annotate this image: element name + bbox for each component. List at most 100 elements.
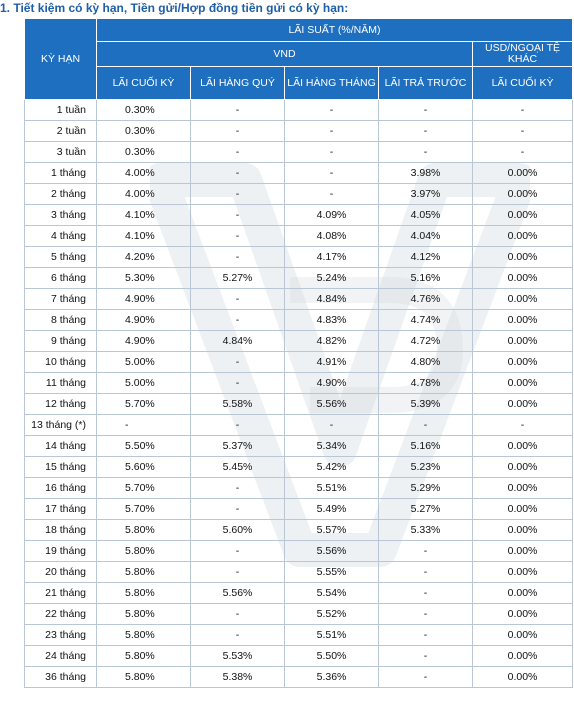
rate-cell: 0.00% (471, 540, 574, 562)
rate-cell: 5.23% (378, 456, 473, 478)
term-cell: 3 tháng (24, 204, 97, 226)
column-header: LÃI HÀNG QUÝ (190, 66, 285, 100)
rate-cell: - (190, 498, 285, 520)
term-cell: 3 tuần (24, 141, 97, 163)
table-row: 5 tháng 4.20% -4.17% 4.12% 0.00% (24, 246, 574, 268)
rate-cell: 4.00% (96, 162, 191, 184)
term-cell: 21 tháng (24, 582, 97, 604)
rate-cell: 4.78% (378, 372, 473, 394)
table-row: 20 tháng 5.80% -5.55% -0.00% (24, 561, 574, 583)
rate-cell: - (190, 288, 285, 310)
rate-cell: - (378, 624, 473, 646)
rate-cell: 0.00% (471, 267, 574, 289)
rate-cell: - (378, 582, 473, 604)
rate-group-header: LÃI SUẤT (%/NĂM) (95, 18, 574, 42)
rate-cell: 5.56% (284, 393, 379, 415)
rate-cell: - (284, 120, 379, 142)
term-cell: 20 tháng (24, 561, 97, 583)
rate-cell: 5.70% (96, 498, 191, 520)
term-cell: 24 tháng (24, 645, 97, 667)
rate-cell: 0.00% (471, 435, 574, 457)
rate-cell: - (471, 120, 574, 142)
rate-cell: 4.90% (96, 330, 191, 352)
rate-cell: - (471, 141, 574, 163)
rate-cell: 0.30% (96, 120, 191, 142)
column-header: LÃI CUỐI KỲ (96, 66, 191, 100)
rate-cell: 5.29% (378, 477, 473, 499)
rate-cell: 5.45% (190, 456, 285, 478)
rate-cell: 5.80% (96, 519, 191, 541)
rate-cell: - (378, 99, 473, 121)
rate-cell: 0.00% (471, 666, 574, 688)
rate-cell: 4.05% (378, 204, 473, 226)
column-header: LÃI TRẢ TRƯỚC (378, 66, 473, 100)
rate-cell: 5.80% (96, 561, 191, 583)
rate-cell: 5.58% (190, 393, 285, 415)
term-cell: 19 tháng (24, 540, 97, 562)
term-cell: 9 tháng (24, 330, 97, 352)
rate-cell: 0.00% (471, 330, 574, 352)
table-row: 22 tháng 5.80% -5.52% -0.00% (24, 603, 574, 625)
rate-cell: 5.80% (96, 540, 191, 562)
rate-cell: - (284, 183, 379, 205)
rate-cell: 5.55% (284, 561, 379, 583)
table-row: 15 tháng 5.60% 5.45% 5.42% 5.23% 0.00% (24, 456, 574, 478)
rate-cell: 5.80% (96, 582, 191, 604)
rate-cell: 0.00% (471, 582, 574, 604)
rate-cell: 5.27% (378, 498, 473, 520)
term-cell: 8 tháng (24, 309, 97, 331)
rate-cell: 0.00% (471, 225, 574, 247)
interest-rate-table: KỲ HẠN LÃI SUẤT (%/NĂM) VND USD/NGOẠI TỆ… (24, 18, 574, 688)
term-cell: 22 tháng (24, 603, 97, 625)
table-row: 9 tháng 4.90% 4.84% 4.82% 4.72% 0.00% (24, 330, 574, 352)
table-row: 4 tháng 4.10% -4.08% 4.04% 0.00% (24, 225, 574, 247)
term-cell: 1 tuần (24, 99, 97, 121)
rate-cell: 5.16% (378, 267, 473, 289)
rate-cell: 0.00% (471, 372, 574, 394)
table-row: 1 tuần 0.30% - - - - (24, 99, 574, 121)
rate-cell: 4.09% (284, 204, 379, 226)
term-cell: 23 tháng (24, 624, 97, 646)
table-row: 23 tháng 5.80% -5.51% -0.00% (24, 624, 574, 646)
rate-cell: 4.84% (284, 288, 379, 310)
rate-cell: 0.30% (96, 141, 191, 163)
rate-cell: 4.04% (378, 225, 473, 247)
rate-cell: 5.51% (284, 477, 379, 499)
rate-cell: 5.39% (378, 393, 473, 415)
rate-cell: - (190, 204, 285, 226)
term-cell: 7 tháng (24, 288, 97, 310)
term-cell: 18 tháng (24, 519, 97, 541)
rate-cell: 4.10% (96, 204, 191, 226)
rate-cell: - (190, 309, 285, 331)
rate-cell: 4.76% (378, 288, 473, 310)
term-column-header: KỲ HẠN (24, 18, 97, 100)
rate-cell: - (284, 99, 379, 121)
rate-cell: 5.80% (96, 624, 191, 646)
rate-cell: 4.12% (378, 246, 473, 268)
table-row: 17 tháng 5.70% -5.49% 5.27% 0.00% (24, 498, 574, 520)
rate-cell: 5.27% (190, 267, 285, 289)
rate-cell: 0.00% (471, 393, 574, 415)
rate-cell: 5.24% (284, 267, 379, 289)
rate-cell: - (378, 561, 473, 583)
table-row: 16 tháng 5.70% -5.51% 5.29% 0.00% (24, 477, 574, 499)
rate-cell: - (471, 99, 574, 121)
rate-cell: 0.00% (471, 351, 574, 373)
rate-cell: 4.72% (378, 330, 473, 352)
term-cell: 14 tháng (24, 435, 97, 457)
rate-cell: - (378, 603, 473, 625)
rate-cell: 5.56% (284, 540, 379, 562)
table-row: 1 tháng 4.00% - -3.98% 0.00% (24, 162, 574, 184)
rate-cell: 5.53% (190, 645, 285, 667)
rate-cell: 5.00% (96, 372, 191, 394)
rate-cell: 5.70% (96, 393, 191, 415)
table-row: 24 tháng 5.80% 5.53% 5.50% -0.00% (24, 645, 574, 667)
table-row: 7 tháng 4.90% -4.84% 4.76% 0.00% (24, 288, 574, 310)
term-cell: 10 tháng (24, 351, 97, 373)
table-row: 36 tháng 5.80% 5.38% 5.36% -0.00% (24, 666, 574, 688)
rate-cell: 4.00% (96, 183, 191, 205)
rate-cell: - (378, 645, 473, 667)
rate-cell: 5.49% (284, 498, 379, 520)
rate-cell: 0.00% (471, 561, 574, 583)
table-row: 2 tuần 0.30% - - - - (24, 120, 574, 142)
